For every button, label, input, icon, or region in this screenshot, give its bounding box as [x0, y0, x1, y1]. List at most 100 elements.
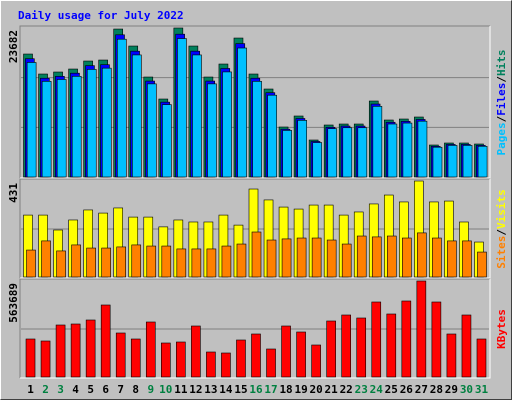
bar — [326, 320, 336, 378]
x-tick-label: 5 — [87, 383, 94, 396]
x-tick-label: 28 — [430, 383, 443, 396]
bar — [26, 62, 37, 178]
bar — [387, 123, 398, 178]
bar — [402, 237, 412, 278]
y-tick-label: 23682 — [7, 30, 20, 63]
bar — [266, 348, 276, 378]
bar — [70, 323, 81, 378]
bar — [177, 38, 187, 178]
x-tick-label: 4 — [72, 383, 79, 396]
bar — [85, 319, 96, 378]
x-tick-label: 9 — [147, 383, 154, 396]
bar — [206, 351, 216, 378]
bar — [131, 244, 142, 278]
panel-frame-light — [20, 279, 491, 379]
chart-title: Daily usage for July 2022 — [18, 9, 184, 22]
x-tick-label: 25 — [385, 383, 398, 396]
x-tick-label: 10 — [159, 383, 172, 396]
bar — [477, 145, 488, 178]
y-tick-label: 563689 — [7, 283, 20, 323]
bar — [176, 248, 187, 278]
bar — [41, 81, 52, 178]
bar — [296, 237, 307, 278]
panel-frame-light — [20, 26, 491, 179]
x-tick-label: 7 — [117, 383, 124, 396]
x-tick-label: 26 — [400, 383, 414, 396]
bar — [431, 301, 442, 378]
panel-frame-dark — [19, 178, 490, 278]
bar — [132, 54, 142, 178]
x-tick-label: 30 — [460, 383, 473, 396]
bar — [461, 314, 472, 378]
legend-entry: Files — [495, 83, 508, 116]
x-tick-label: 24 — [370, 383, 384, 396]
bar — [192, 54, 202, 178]
bar — [446, 333, 457, 378]
legend-separator: / — [495, 115, 508, 122]
bar — [477, 251, 487, 278]
bar — [432, 146, 443, 178]
x-tick-label: 13 — [204, 383, 217, 396]
x-tick-label: 27 — [415, 383, 428, 396]
x-tick-label: 15 — [234, 383, 247, 396]
bar — [311, 344, 321, 378]
bar — [146, 245, 157, 278]
x-tick-label: 23 — [355, 383, 368, 396]
bar — [402, 122, 413, 178]
x-tick-label: 31 — [475, 383, 489, 396]
bar — [267, 94, 277, 178]
bar — [356, 235, 367, 278]
panel-frame-dark — [19, 278, 490, 378]
bar — [371, 301, 382, 378]
bar — [221, 245, 232, 278]
bar — [71, 244, 81, 278]
bar — [86, 247, 96, 278]
bar — [312, 142, 323, 178]
bar — [432, 237, 442, 278]
bar — [417, 120, 428, 178]
bar — [221, 352, 231, 378]
bar — [162, 104, 172, 178]
bar — [372, 106, 383, 178]
bar — [100, 304, 111, 378]
bar — [282, 130, 292, 178]
bar — [145, 321, 156, 378]
bar — [236, 339, 246, 378]
bar — [236, 243, 247, 278]
legend-separator: / — [495, 76, 508, 83]
bar — [476, 338, 487, 378]
bar — [116, 246, 127, 278]
legend-entry: Pages — [495, 122, 508, 155]
x-tick-label: 17 — [264, 383, 277, 396]
bar — [326, 239, 337, 278]
bar — [191, 325, 201, 378]
bar — [251, 231, 262, 278]
bar — [40, 340, 51, 378]
bar — [371, 236, 382, 278]
panel-frame-light — [20, 179, 491, 279]
legend: Pages/Files/Hits — [495, 50, 508, 156]
bar — [266, 239, 277, 278]
bar — [252, 81, 262, 178]
x-tick-label: 8 — [132, 383, 139, 396]
x-tick-label: 21 — [325, 383, 339, 396]
bar — [296, 331, 306, 378]
legend-entry: KBytes — [495, 309, 508, 349]
legend-entry: Hits — [495, 50, 508, 77]
bar — [447, 145, 458, 178]
bar — [130, 338, 141, 378]
bar — [101, 67, 112, 178]
x-tick-label: 16 — [249, 383, 263, 396]
x-tick-label: 11 — [174, 383, 188, 396]
bar — [416, 280, 427, 378]
x-tick-label: 20 — [310, 383, 323, 396]
bar — [25, 338, 36, 378]
bar — [281, 238, 292, 278]
bar — [341, 243, 352, 278]
bar — [86, 69, 97, 178]
bar — [115, 332, 126, 378]
bar — [161, 245, 172, 278]
bar — [357, 127, 368, 178]
bar — [237, 47, 247, 178]
